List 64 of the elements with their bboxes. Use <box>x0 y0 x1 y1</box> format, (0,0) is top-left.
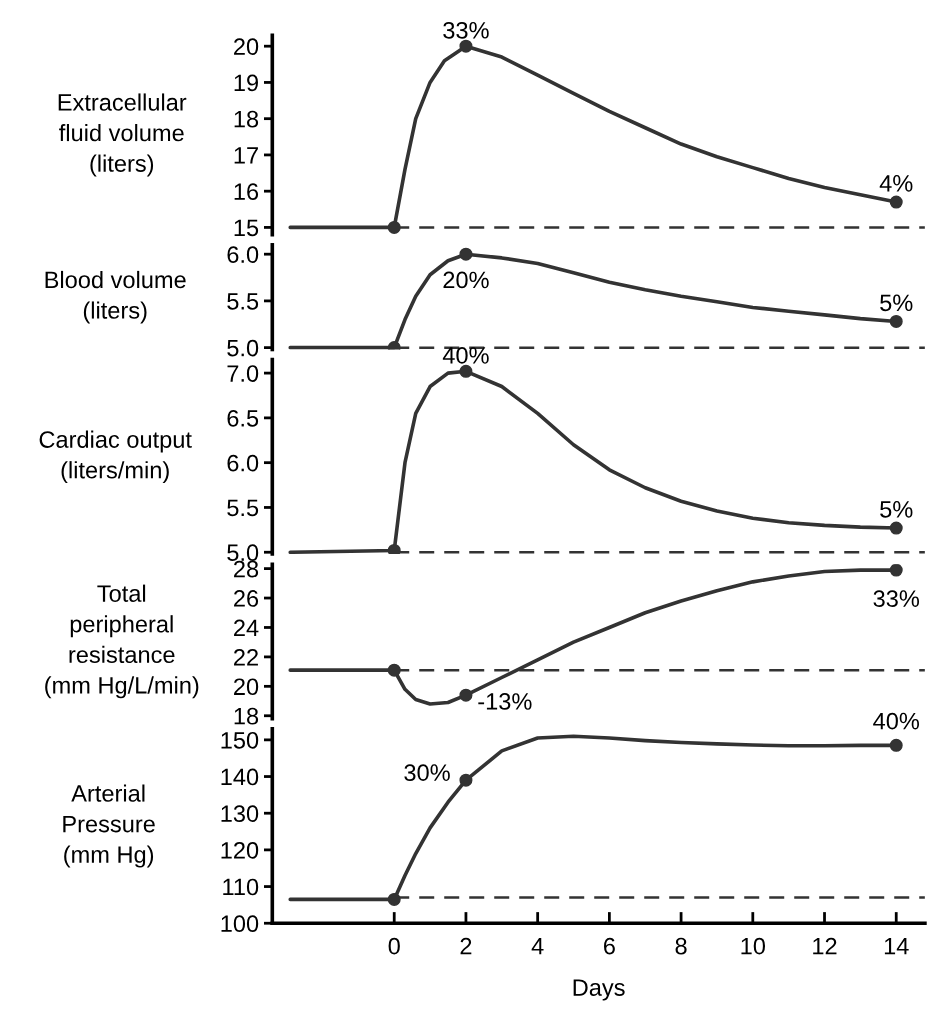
y-tick-label: 6.0 <box>227 454 259 472</box>
x-tick-label: 2 <box>460 937 472 955</box>
y-tick-label: 17 <box>234 147 258 164</box>
point <box>459 39 473 53</box>
y-tick-label: 16 <box>234 183 259 200</box>
y-axis-title: Arterial Pressure (mm Hg) <box>63 784 155 868</box>
point <box>387 543 401 555</box>
point <box>459 773 473 787</box>
annotation: 40% <box>442 347 489 364</box>
annotation: -13% <box>478 693 532 710</box>
y-tick-label: 120 <box>221 841 259 859</box>
x-tick-label: 0 <box>388 937 400 955</box>
x-tick-label: 4 <box>531 937 544 955</box>
annotation: 33% <box>443 21 489 39</box>
y-tick-label: 5.0 <box>227 544 259 562</box>
point <box>387 892 401 906</box>
point <box>459 364 473 378</box>
y-tick-label: 24 <box>234 619 259 637</box>
y-tick-label: 5.5 <box>227 293 259 310</box>
y-tick-label: 6.0 <box>227 246 259 263</box>
point <box>889 314 903 328</box>
y-tick-label: 15 <box>234 219 259 237</box>
y-tick-label: 19 <box>234 74 258 92</box>
y-tick-label: 7.0 <box>227 365 259 382</box>
y-tick-label: 22 <box>234 648 258 666</box>
y-tick-label: 130 <box>221 805 259 822</box>
annotation: 5% <box>880 501 913 518</box>
x-tick-label: 6 <box>604 937 615 955</box>
annotation: 4% <box>879 175 913 192</box>
annotation: 5% <box>880 294 913 312</box>
y-axis-title: Extracellular fluid volume (liters) <box>58 93 187 177</box>
y-tick-label: 5.0 <box>227 339 259 357</box>
point <box>889 564 903 577</box>
y-tick-label: 26 <box>234 590 259 607</box>
y-tick-label: 150 <box>221 731 259 749</box>
x-tick-label: 14 <box>884 937 909 955</box>
x-tick-label: 8 <box>675 937 687 955</box>
point <box>387 663 401 677</box>
point <box>459 688 473 702</box>
x-tick-label: 12 <box>813 937 837 955</box>
y-axis-title: Total peripheral resistance (mm Hg/L/min) <box>45 584 199 699</box>
y-tick-label: 18 <box>234 110 259 128</box>
x-axis-title: Days <box>573 979 625 1001</box>
point <box>387 220 401 234</box>
y-tick-label: 110 <box>223 878 259 896</box>
annotation: 33% <box>873 590 920 607</box>
x-tick-label: 10 <box>741 937 766 955</box>
point <box>459 247 473 261</box>
y-axis-title: Cardiac output (liters/min) <box>39 430 192 484</box>
y-tick-label: 6.5 <box>227 409 259 427</box>
point <box>889 738 903 752</box>
point <box>889 521 903 535</box>
y-tick-label: 18 <box>234 707 259 725</box>
point <box>889 195 903 209</box>
y-tick-label: 20 <box>234 38 259 55</box>
y-tick-label: 5.5 <box>227 499 259 517</box>
annotation: 30% <box>404 764 450 781</box>
y-tick-label: 28 <box>234 560 259 578</box>
y-tick-label: 140 <box>221 768 259 786</box>
y-tick-label: 100 <box>221 915 259 933</box>
annotation: 40% <box>873 712 920 730</box>
annotation: 20% <box>443 271 489 289</box>
y-tick-label: 20 <box>234 678 259 696</box>
y-axis-title: Blood volume (liters) <box>45 270 186 324</box>
